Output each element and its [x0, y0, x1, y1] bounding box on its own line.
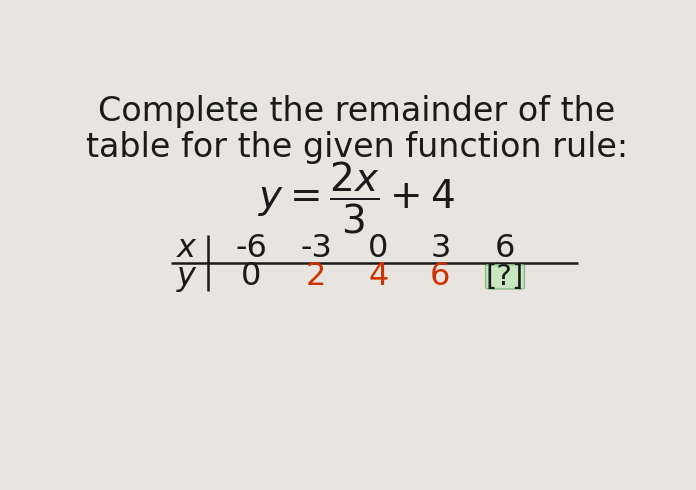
Text: -3: -3 — [300, 233, 332, 264]
Text: 0: 0 — [242, 261, 262, 293]
FancyBboxPatch shape — [486, 265, 525, 289]
Text: -6: -6 — [235, 233, 267, 264]
Text: Complete the remainder of the: Complete the remainder of the — [98, 95, 615, 128]
Text: $y = \dfrac{2x}{3} + 4$: $y = \dfrac{2x}{3} + 4$ — [258, 160, 455, 237]
Text: [?]: [?] — [486, 263, 524, 291]
Text: y: y — [177, 261, 196, 293]
Text: 2: 2 — [306, 261, 326, 293]
Text: 3: 3 — [430, 233, 450, 264]
Text: 0: 0 — [368, 233, 388, 264]
Text: 6: 6 — [495, 233, 515, 264]
Text: x: x — [177, 233, 196, 264]
Text: table for the given function rule:: table for the given function rule: — [86, 131, 628, 164]
Text: 4: 4 — [368, 261, 388, 293]
Text: 6: 6 — [430, 261, 450, 293]
